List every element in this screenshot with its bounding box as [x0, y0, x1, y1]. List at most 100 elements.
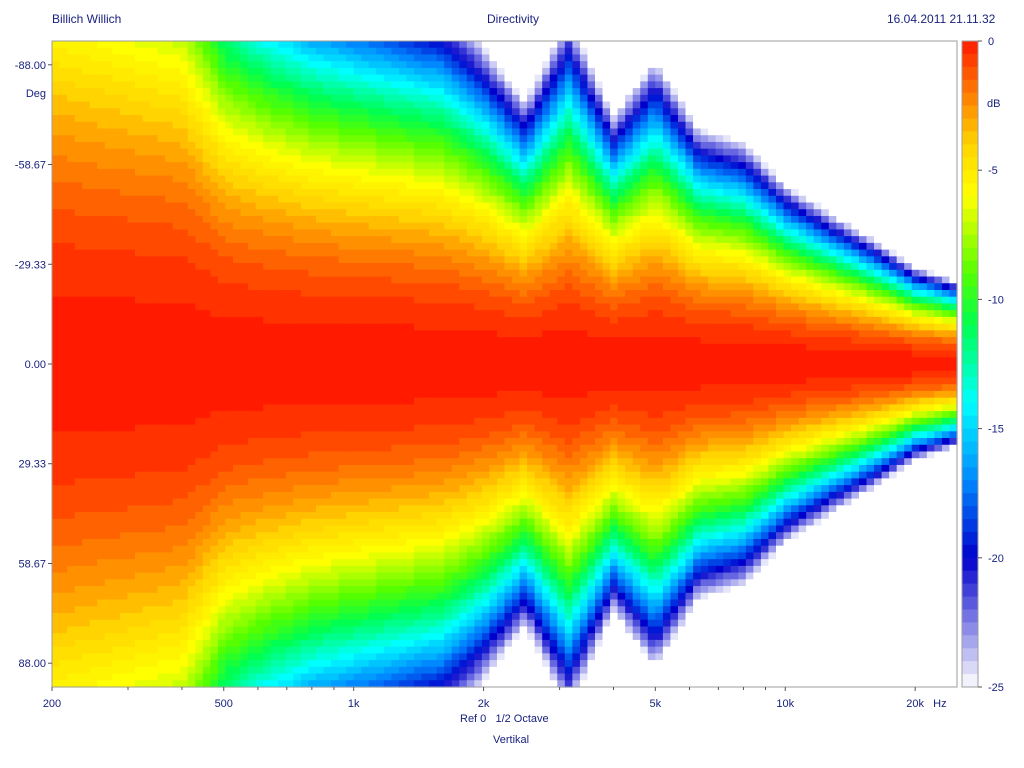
heatmap-cell: [150, 606, 159, 614]
heatmap-cell: [97, 518, 106, 527]
heatmap-cell: [89, 337, 98, 345]
heatmap-cell: [429, 565, 438, 574]
heatmap-cell: [391, 384, 400, 392]
heatmap-cell: [150, 505, 159, 513]
heatmap-cell: [255, 559, 264, 567]
heatmap-cell: [300, 512, 310, 520]
heatmap-cell: [150, 619, 159, 628]
heatmap-cell: [353, 471, 362, 479]
heatmap-cell: [338, 81, 347, 89]
heatmap-cell: [202, 88, 211, 96]
heatmap-cell: [300, 141, 310, 150]
heatmap-cell: [202, 148, 211, 156]
heatmap-cell: [376, 390, 385, 399]
heatmap-cell: [391, 182, 400, 190]
heatmap-cell: [429, 94, 438, 103]
heatmap-cell: [255, 370, 264, 379]
heatmap-cell: [127, 397, 136, 405]
heatmap-cell: [89, 464, 98, 473]
heatmap-cell: [89, 444, 98, 453]
heatmap-cell: [398, 94, 408, 103]
heatmap-cell: [59, 296, 68, 305]
heatmap-cell: [323, 67, 332, 76]
heatmap-cell: [323, 424, 332, 432]
heatmap-cell: [119, 653, 129, 661]
heatmap-cell: [353, 350, 362, 358]
heatmap-cell: [398, 545, 408, 554]
heatmap-cell: [338, 337, 347, 345]
heatmap-cell: [233, 128, 242, 136]
heatmap-cell: [278, 404, 287, 412]
heatmap-cell: [59, 141, 68, 150]
heatmap-cell: [315, 660, 325, 668]
heatmap-cell: [338, 552, 347, 560]
heatmap-cell: [233, 404, 242, 412]
heatmap-cell: [134, 242, 144, 251]
heatmap-cell: [180, 61, 189, 69]
heatmap-cell: [127, 115, 136, 123]
heatmap-cell: [52, 438, 61, 446]
heatmap-cell: [59, 599, 68, 607]
heatmap-cell: [225, 67, 234, 76]
heatmap-cell: [429, 155, 438, 163]
heatmap-cell: [398, 478, 408, 486]
heatmap-cell: [436, 81, 445, 89]
heatmap-cell: [240, 538, 249, 547]
heatmap-cell: [240, 209, 249, 217]
heatmap-cell: [97, 296, 106, 305]
heatmap-cell: [82, 673, 91, 681]
heatmap-cell: [421, 289, 430, 298]
heatmap-cell: [210, 639, 219, 648]
heatmap-cell: [383, 397, 392, 405]
heatmap-cell: [225, 505, 234, 513]
heatmap-cell: [285, 639, 294, 648]
heatmap-cell: [414, 565, 423, 574]
heatmap-cell: [104, 215, 113, 224]
heatmap-cell: [361, 94, 370, 103]
heatmap-cell: [346, 236, 355, 244]
heatmap-cell: [429, 599, 438, 607]
heatmap-cell: [421, 646, 430, 654]
heatmap-cell: [308, 135, 317, 143]
heatmap-cell: [195, 491, 204, 500]
heatmap-cell: [353, 397, 362, 405]
heatmap-cell: [142, 209, 151, 217]
heatmap-cell: [308, 411, 317, 419]
heatmap-cell: [202, 673, 211, 681]
heatmap-cell: [180, 431, 189, 439]
heatmap-cell: [391, 680, 400, 688]
heatmap-cell: [195, 424, 204, 432]
heatmap-cell: [104, 343, 113, 352]
heatmap-cell: [331, 390, 340, 399]
heatmap-cell: [202, 377, 211, 385]
heatmap-cell: [376, 431, 385, 439]
heatmap-cell: [323, 323, 332, 331]
heatmap-cell: [240, 249, 249, 257]
heatmap-cell: [165, 269, 174, 278]
heatmap-cell: [421, 276, 430, 284]
heatmap-cell: [429, 673, 438, 681]
heatmap-cell: [278, 586, 287, 594]
heatmap-cell: [217, 673, 227, 681]
heatmap-cell: [315, 296, 325, 305]
heatmap-cell: [331, 303, 340, 311]
heatmap-cell: [391, 458, 400, 466]
heatmap-cell: [429, 417, 438, 426]
heatmap-cell: [308, 512, 317, 520]
heatmap-cell: [414, 256, 423, 264]
heatmap-cell: [436, 276, 445, 284]
heatmap-cell: [300, 202, 310, 210]
heatmap-cell: [112, 545, 121, 554]
heatmap-cell: [225, 444, 234, 453]
heatmap-cell: [119, 236, 129, 244]
heatmap-cell: [134, 538, 144, 547]
heatmap-cell: [157, 296, 166, 305]
heatmap-cell: [112, 626, 121, 634]
heatmap-cell: [233, 599, 242, 607]
heatmap-cell: [187, 364, 196, 372]
heatmap-cell: [127, 269, 136, 278]
heatmap-cell: [285, 296, 294, 305]
heatmap-cell: [346, 61, 355, 69]
heatmap-cell: [323, 451, 332, 459]
heatmap-cell: [165, 263, 174, 271]
